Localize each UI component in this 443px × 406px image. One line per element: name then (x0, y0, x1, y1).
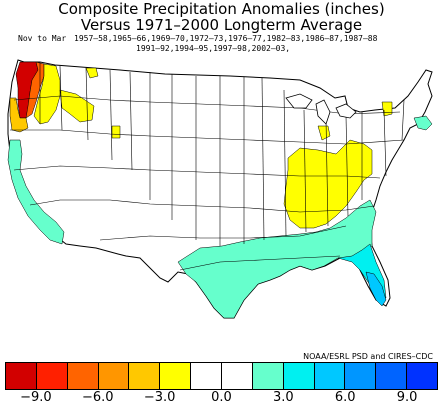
colorbar-tick-label: 6.0 (334, 390, 356, 405)
great-lakes (285, 93, 357, 125)
region-montana-dry (85, 67, 99, 79)
colorbar-swatch (67, 363, 99, 389)
colorbar-tick-label: 9.0 (396, 390, 418, 405)
colorbar-swatch (283, 363, 315, 389)
region-wyoming-dry (111, 125, 121, 139)
colorbar-swatch (160, 363, 192, 389)
colorbar-tick-label: 3.0 (273, 390, 294, 405)
years-list-line2: 1991–92,1994–95,1997–98,2002–03, (136, 44, 291, 53)
chart-subtitle: Versus 1971–2000 Longterm Average (80, 16, 363, 34)
colorbar-tick-label: −3.0 (143, 390, 176, 405)
region-ohio-valley-dry (283, 139, 373, 229)
colorbar-swatch (407, 363, 438, 389)
colorbar-swatch (6, 363, 37, 389)
precipitation-anomaly-map (7, 59, 433, 319)
region-idaho-dry (59, 89, 95, 123)
region-northern-rockies-dry (33, 63, 61, 125)
division-boundaries (10, 62, 405, 271)
colorbar-swatch (191, 363, 223, 389)
colorbar-tick-label: −9.0 (20, 390, 52, 405)
colorbar-swatch (98, 363, 130, 389)
season-label: Nov to Mar (18, 34, 67, 43)
chart-title: Composite Precipitation Anomalies (inche… (58, 0, 385, 18)
region-northeast-dry (381, 101, 393, 117)
data-credit: NOAA/ESRL PSD and CIRES–CDC (303, 352, 433, 361)
colorbar-swatch (314, 363, 346, 389)
region-new-england-wet (413, 115, 433, 131)
colorbar-swatch (222, 363, 253, 389)
region-california-wet (7, 139, 65, 245)
region-nw-mid-dry (9, 97, 29, 133)
years-list-line1: 1957–58,1965–66,1969–70,1972–73,1976–77,… (74, 34, 378, 43)
colorbar-swatch (252, 363, 284, 389)
colorbar-swatch (345, 363, 377, 389)
colorbar-tick-label: 0.0 (211, 390, 232, 405)
colorbar-legend (5, 362, 438, 390)
colorbar-swatch (376, 363, 408, 389)
region-great-lakes-dry (317, 125, 331, 141)
colorbar-tick-label: −6.0 (81, 390, 114, 405)
colorbar-swatch (129, 363, 161, 389)
colorbar-swatch (36, 363, 68, 389)
region-florida-strong-wet (365, 271, 387, 307)
